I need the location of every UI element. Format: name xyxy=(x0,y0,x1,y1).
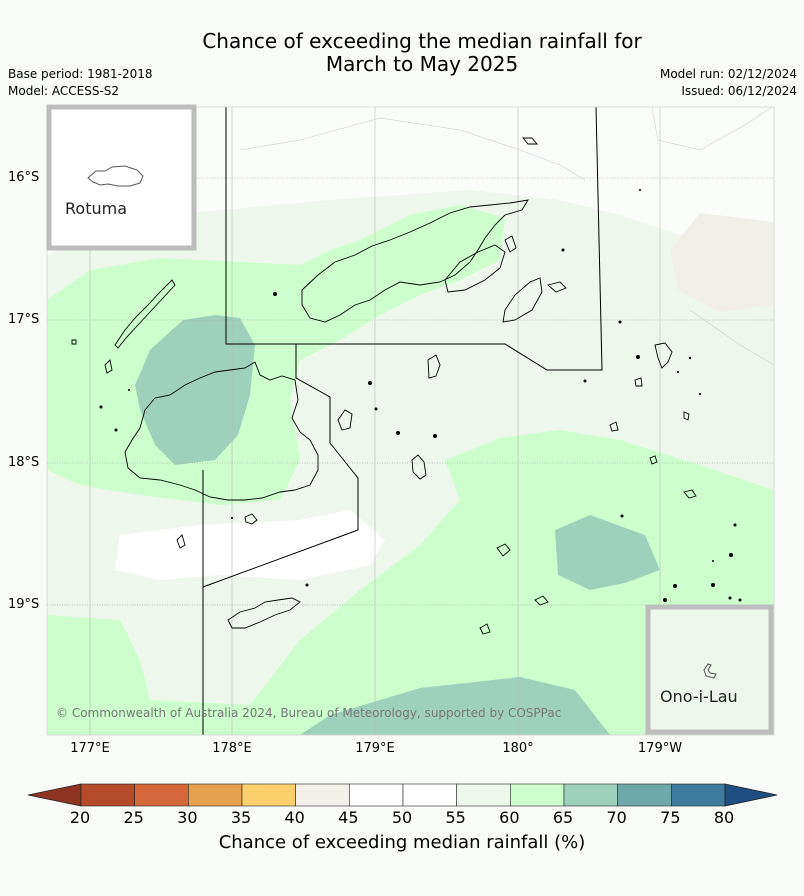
lon-label-178e: 178°E xyxy=(212,741,252,756)
island-cicia xyxy=(547,281,567,293)
lon-label-180: 180° xyxy=(502,741,534,756)
island-lakeba xyxy=(609,421,619,432)
island-lau-5 xyxy=(634,377,643,387)
map-title-line1: Chance of exceeding the median rainfall … xyxy=(202,29,642,53)
colorbar-segment xyxy=(241,783,296,807)
lat-label-18s: 18°S xyxy=(8,455,40,470)
division-boundaries xyxy=(202,107,603,735)
island-small-west-2 xyxy=(71,339,77,345)
map-frame xyxy=(46,106,775,736)
island-vatulele xyxy=(176,534,186,549)
rotuma-label: Rotuma xyxy=(65,199,127,218)
island-lau-4 xyxy=(683,489,697,499)
colorbar-segment xyxy=(456,783,511,807)
colorbar-segment xyxy=(617,783,672,807)
colorbar-title: Chance of exceeding median rainfall (%) xyxy=(218,832,586,853)
island-lau-3 xyxy=(649,455,658,465)
colorbar-segment xyxy=(671,783,726,807)
colorbar-tick-label: 70 xyxy=(606,808,627,827)
region-65-70-east xyxy=(555,515,660,590)
colorbar-segment xyxy=(80,783,135,807)
map-title-line2: March to May 2025 xyxy=(325,52,519,76)
colorbar-segment xyxy=(402,783,457,807)
region-65-70-viti-levu xyxy=(135,315,255,465)
lon-label-179e: 179°E xyxy=(355,741,395,756)
colorbar xyxy=(27,783,778,807)
island-matuku xyxy=(534,595,549,606)
island-vanua-balavu xyxy=(654,342,673,369)
island-small-west-1 xyxy=(104,359,113,374)
islands xyxy=(71,137,697,635)
rotuma-island-outline xyxy=(87,165,144,187)
ono-i-lau-island-outline xyxy=(703,663,717,679)
island-north-1 xyxy=(522,137,538,145)
colorbar-extend-low xyxy=(27,783,82,807)
colorbar-segment xyxy=(563,783,618,807)
colorbar-segment xyxy=(188,783,243,807)
meta-left: Base period: 1981-2018 Model: ACCESS-S2 xyxy=(8,66,153,100)
model-text: Model: ACCESS-S2 xyxy=(8,84,120,98)
colorbar-tick-label: 25 xyxy=(123,808,144,827)
island-yasawa xyxy=(114,279,176,349)
region-45-50 xyxy=(670,213,774,312)
island-koro-area xyxy=(444,244,506,293)
lat-label-19s: 19°S xyxy=(8,597,40,612)
inset-rotuma xyxy=(46,104,197,251)
island-gau xyxy=(427,354,441,379)
colorbar-extend-high xyxy=(724,783,778,807)
region-50-55 xyxy=(115,510,385,580)
region-60-65-south xyxy=(47,430,774,735)
issued-text: Issued: 06/12/2024 xyxy=(681,84,797,98)
colorbar-tick-label: 35 xyxy=(230,808,252,827)
colorbar-segment xyxy=(510,783,565,807)
lat-label-16s: 16°S xyxy=(8,170,40,185)
colorbar-segment xyxy=(295,783,350,807)
colorbar-tick-label: 45 xyxy=(338,808,359,827)
map-title: Chance of exceeding the median rainfall … xyxy=(0,30,804,76)
ono-i-lau-label: Ono-i-Lau xyxy=(660,687,738,706)
colorbar-segment xyxy=(349,783,404,807)
colorbar-tick-label: 50 xyxy=(391,808,413,827)
colorbar-tick-label: 65 xyxy=(552,808,574,827)
colorbar-tick-label: 60 xyxy=(499,808,520,827)
island-dots xyxy=(99,189,742,602)
lon-label-177e: 177°E xyxy=(70,741,110,756)
colorbar-tick-label: 30 xyxy=(177,808,198,827)
island-moala xyxy=(411,454,427,480)
contour-lines xyxy=(239,107,774,366)
lon-label-179w: 179°W xyxy=(637,741,683,756)
meta-right: Model run: 02/12/2024 Issued: 06/12/2024 xyxy=(660,66,797,100)
copyright-notice: © Commonwealth of Australia 2024, Bureau… xyxy=(56,706,562,720)
colorbar-tick-label: 80 xyxy=(713,808,735,827)
island-taveuni xyxy=(504,235,517,253)
island-lau-6 xyxy=(683,411,690,421)
island-totoya xyxy=(496,543,511,557)
island-kadavu xyxy=(227,597,301,629)
base-period-text: Base period: 1981-2018 xyxy=(8,67,153,81)
model-run-text: Model run: 02/12/2024 xyxy=(659,67,797,81)
region-65-70-south xyxy=(300,677,610,735)
colorbar-tick-label: 75 xyxy=(660,808,681,827)
inset-ono-i-lau xyxy=(645,604,774,735)
island-ovalau xyxy=(337,409,353,431)
island-vanua-levu xyxy=(301,199,529,323)
island-beqa xyxy=(244,513,258,525)
island-lomaiviti xyxy=(502,277,543,323)
island-viti-levu xyxy=(124,361,319,501)
colorbar-tick-label: 55 xyxy=(445,808,466,827)
colorbar-segment xyxy=(134,783,189,807)
island-south-1 xyxy=(479,623,491,635)
colorbar-tick-label: 40 xyxy=(284,808,305,827)
lat-label-17s: 17°S xyxy=(8,312,40,327)
colorbar-tick-label: 20 xyxy=(69,808,91,827)
